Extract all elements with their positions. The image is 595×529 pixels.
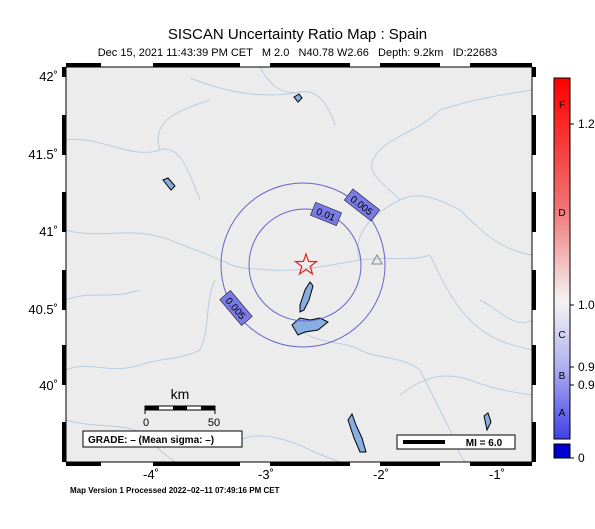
y-tick-40: 40˚ (39, 378, 58, 393)
colorbar-letter-c: C (558, 330, 565, 341)
colorbar-value-4: 0.9 (578, 378, 595, 392)
x-tick-minus-2: -2˚ (373, 467, 389, 482)
contour-inner (248, 208, 362, 322)
y-tick-41-5: 41.5˚ (28, 147, 58, 162)
colorbar-value-1: 1.2 (578, 117, 595, 131)
scale-bar: km 0 50 (143, 386, 220, 429)
colorbar-letter-b: B (559, 371, 566, 382)
x-tick-minus-4: -4˚ (143, 467, 159, 482)
grade-box: GRADE: – (Mean sigma: –) (82, 430, 243, 448)
frame-ticks (62, 63, 536, 466)
svg-text:0: 0 (143, 417, 149, 429)
event-date: Dec 15, 2021 11:43:39 PM CET (97, 47, 253, 59)
colorbar: F D C B A 1.2 1.0 0.9 0.9 0 (553, 77, 595, 465)
uncertainty-contours (220, 182, 386, 348)
map-area: 0.01 0.005 0.005 km 0 50 GR (65, 66, 533, 463)
lakes (162, 93, 492, 453)
svg-text:GRADE: – (Mean sigma: –): GRADE: – (Mean sigma: –) (88, 435, 214, 446)
event-depth: Depth: 9.2km (378, 47, 444, 59)
x-tick-minus-1: -1˚ (489, 467, 505, 482)
river-network (65, 66, 533, 463)
y-axis-labels: 42˚ 41.5˚ 41˚ 40.5˚ 40˚ (28, 69, 58, 393)
epicenter-star-icon (293, 252, 319, 276)
svg-text:km: km (171, 386, 190, 402)
svg-text:MI = 6.0: MI = 6.0 (466, 438, 503, 449)
colorbar-value-3: 0.9 (578, 360, 595, 374)
y-tick-42: 42˚ (39, 69, 58, 84)
event-id: ID:22683 (452, 47, 498, 59)
colorbar-value-5: 0 (578, 451, 585, 465)
colorbar-letter-a: A (559, 408, 566, 419)
svg-text:50: 50 (208, 417, 220, 429)
y-tick-40-5: 40.5˚ (28, 302, 58, 317)
colorbar-letter-f: F (559, 100, 565, 111)
colorbar-letter-d: D (558, 208, 565, 219)
colorbar-value-2: 1.0 (578, 298, 595, 312)
y-tick-41: 41˚ (39, 224, 58, 239)
event-location: N40.78 W2.66 (298, 47, 369, 59)
processing-footer: Map Version 1 Processed 2022–02–11 07:49… (70, 486, 280, 495)
map-title: SISCAN Uncertainty Ratio Map : Spain (167, 26, 428, 43)
event-subtitle: Dec 15, 2021 11:43:39 PM CET M 2.0 N40.7… (0, 47, 595, 59)
mi-legend: MI = 6.0 (396, 434, 516, 450)
station-triangle-icon (371, 253, 383, 265)
x-tick-minus-3: -3˚ (258, 467, 274, 482)
x-axis-labels: -4˚ -3˚ -2˚ -1˚ (143, 467, 505, 482)
event-magnitude: M 2.0 (261, 47, 290, 59)
contour-outer (220, 182, 386, 348)
